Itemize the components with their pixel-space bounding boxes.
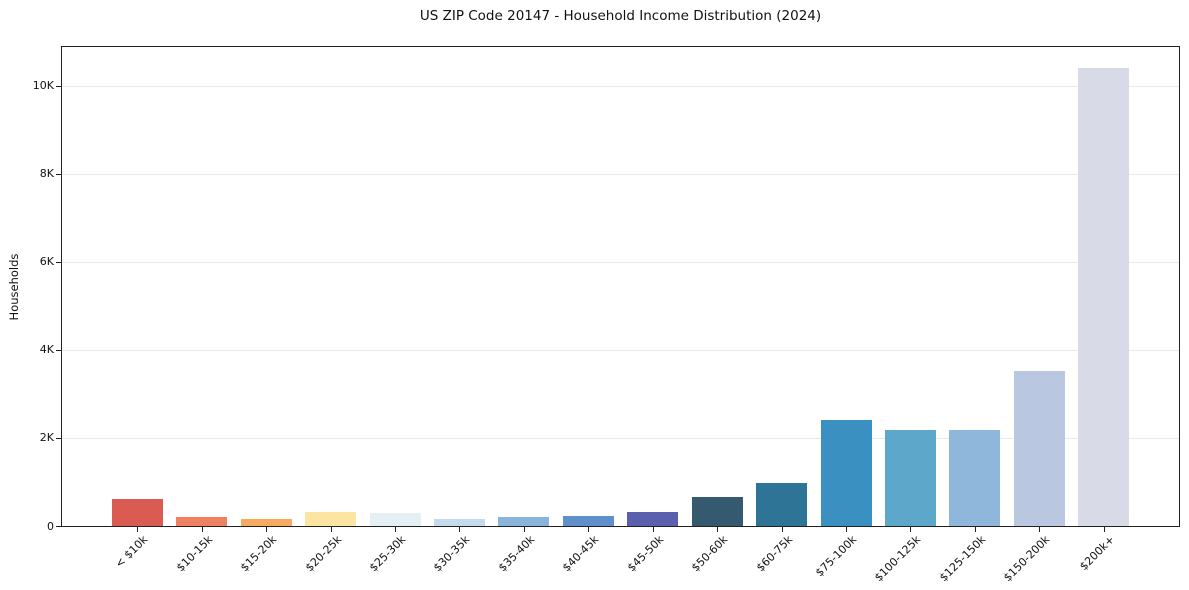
chart-title: US ZIP Code 20147 - Household Income Dis…: [419, 8, 822, 24]
bar-$150-200k: [1013, 371, 1065, 526]
bar-$50-60k: [691, 496, 743, 526]
bar-$200k+: [1078, 68, 1130, 526]
bar-$20-25k: [305, 511, 357, 526]
gridline-6K: [62, 261, 1179, 263]
bar-$25-30k: [369, 512, 421, 526]
y-tick-label-10K: 10K: [32, 79, 54, 93]
y-tick-mark-10K: [56, 85, 61, 87]
x-tick-mark-$25-30k: [395, 527, 397, 532]
gridline-10K: [62, 85, 1179, 87]
x-tick-mark-$20-25k: [330, 527, 332, 532]
x-tick-mark-$40-45k: [588, 527, 590, 532]
bar-$60-75k: [756, 483, 808, 526]
x-tick-mark-$15-20k: [266, 527, 268, 532]
y-tick-label-2K: 2K: [39, 431, 54, 445]
bar-$15-20k: [240, 519, 292, 526]
x-tick-mark-$150-200k: [1039, 527, 1041, 532]
y-axis-label: Households: [7, 253, 21, 321]
x-tick-mark-$10-15k: [201, 527, 203, 532]
x-tick-mark-$200k+: [1103, 527, 1105, 532]
y-tick-label-6K: 6K: [39, 255, 54, 269]
bar-$10-15k: [176, 516, 228, 526]
x-tick-mark-$100-125k: [910, 527, 912, 532]
x-tick-mark-$60-75k: [781, 527, 783, 532]
plot-area: [61, 46, 1180, 527]
y-tick-mark-8K: [56, 173, 61, 175]
x-tick-mark-$50-60k: [717, 527, 719, 532]
x-tick-mark-$30-35k: [459, 527, 461, 532]
y-tick-label-8K: 8K: [39, 167, 54, 181]
x-tick-label-< $10k: < $10k: [112, 533, 151, 571]
bar-$45-50k: [627, 511, 679, 526]
x-tick-mark-$35-40k: [523, 527, 525, 532]
y-tick-mark-0: [56, 526, 61, 527]
gridline-8K: [62, 173, 1179, 175]
y-tick-mark-4K: [56, 349, 61, 351]
y-tick-label-4K: 4K: [39, 343, 54, 357]
bar-$30-35k: [433, 518, 485, 526]
bar-< $10k: [111, 499, 163, 526]
x-tick-mark-$75-100k: [846, 527, 848, 532]
y-tick-mark-2K: [56, 437, 61, 439]
gridline-4K: [62, 349, 1179, 351]
bar-$100-125k: [884, 430, 936, 526]
x-tick-mark-$45-50k: [652, 527, 654, 532]
bar-$75-100k: [820, 419, 872, 526]
gridline-2K: [62, 437, 1179, 439]
x-tick-mark-$125-150k: [974, 527, 976, 532]
y-tick-mark-6K: [56, 261, 61, 263]
x-tick-mark-< $10k: [137, 527, 139, 532]
bar-$40-45k: [562, 515, 614, 526]
bar-$125-150k: [949, 429, 1001, 526]
y-tick-label-0: 0: [47, 519, 54, 533]
bar-$35-40k: [498, 516, 550, 526]
